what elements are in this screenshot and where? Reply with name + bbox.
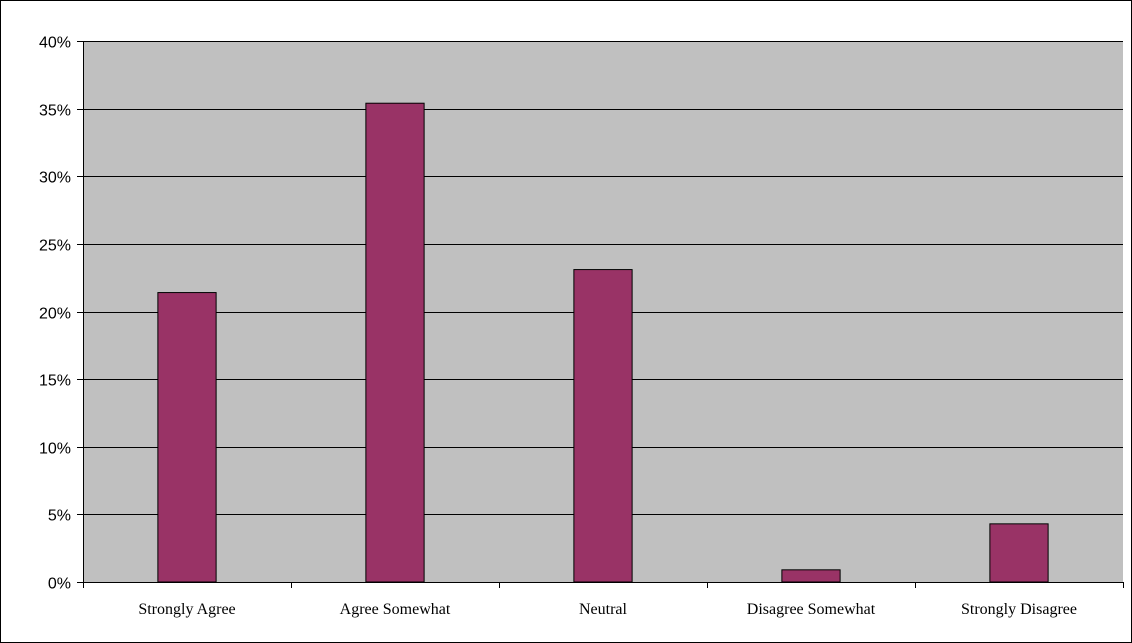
x-category-label: Disagree Somewhat	[747, 601, 876, 618]
x-category-label: Strongly Disagree	[961, 601, 1077, 618]
x-category-label: Agree Somewhat	[340, 601, 451, 618]
x-category-label: Neutral	[579, 601, 628, 618]
y-tick-label: 15%	[39, 373, 71, 390]
bars	[157, 102, 1049, 583]
x-axis-category-labels: Strongly Agree Agree Somewhat Neutral Disag…	[138, 601, 1077, 618]
y-tick-label: 25%	[39, 238, 71, 255]
bar	[157, 292, 217, 583]
y-tick-label: 40%	[39, 35, 71, 52]
bar	[989, 523, 1049, 583]
y-tick-label: 0%	[48, 576, 71, 593]
bar	[365, 102, 425, 583]
bar	[781, 569, 841, 583]
y-tick-label: 35%	[39, 103, 71, 120]
bar	[573, 269, 633, 583]
y-axis-tick-labels: 0% 5% 10% 15% 20% 25% 30% 35% 40%	[39, 35, 71, 593]
y-tick-label: 5%	[48, 508, 71, 525]
y-tick-label: 30%	[39, 170, 71, 187]
y-tick-label: 20%	[39, 306, 71, 323]
axes	[77, 41, 1124, 588]
x-category-label: Strongly Agree	[138, 601, 235, 618]
y-tick-label: 10%	[39, 441, 71, 458]
